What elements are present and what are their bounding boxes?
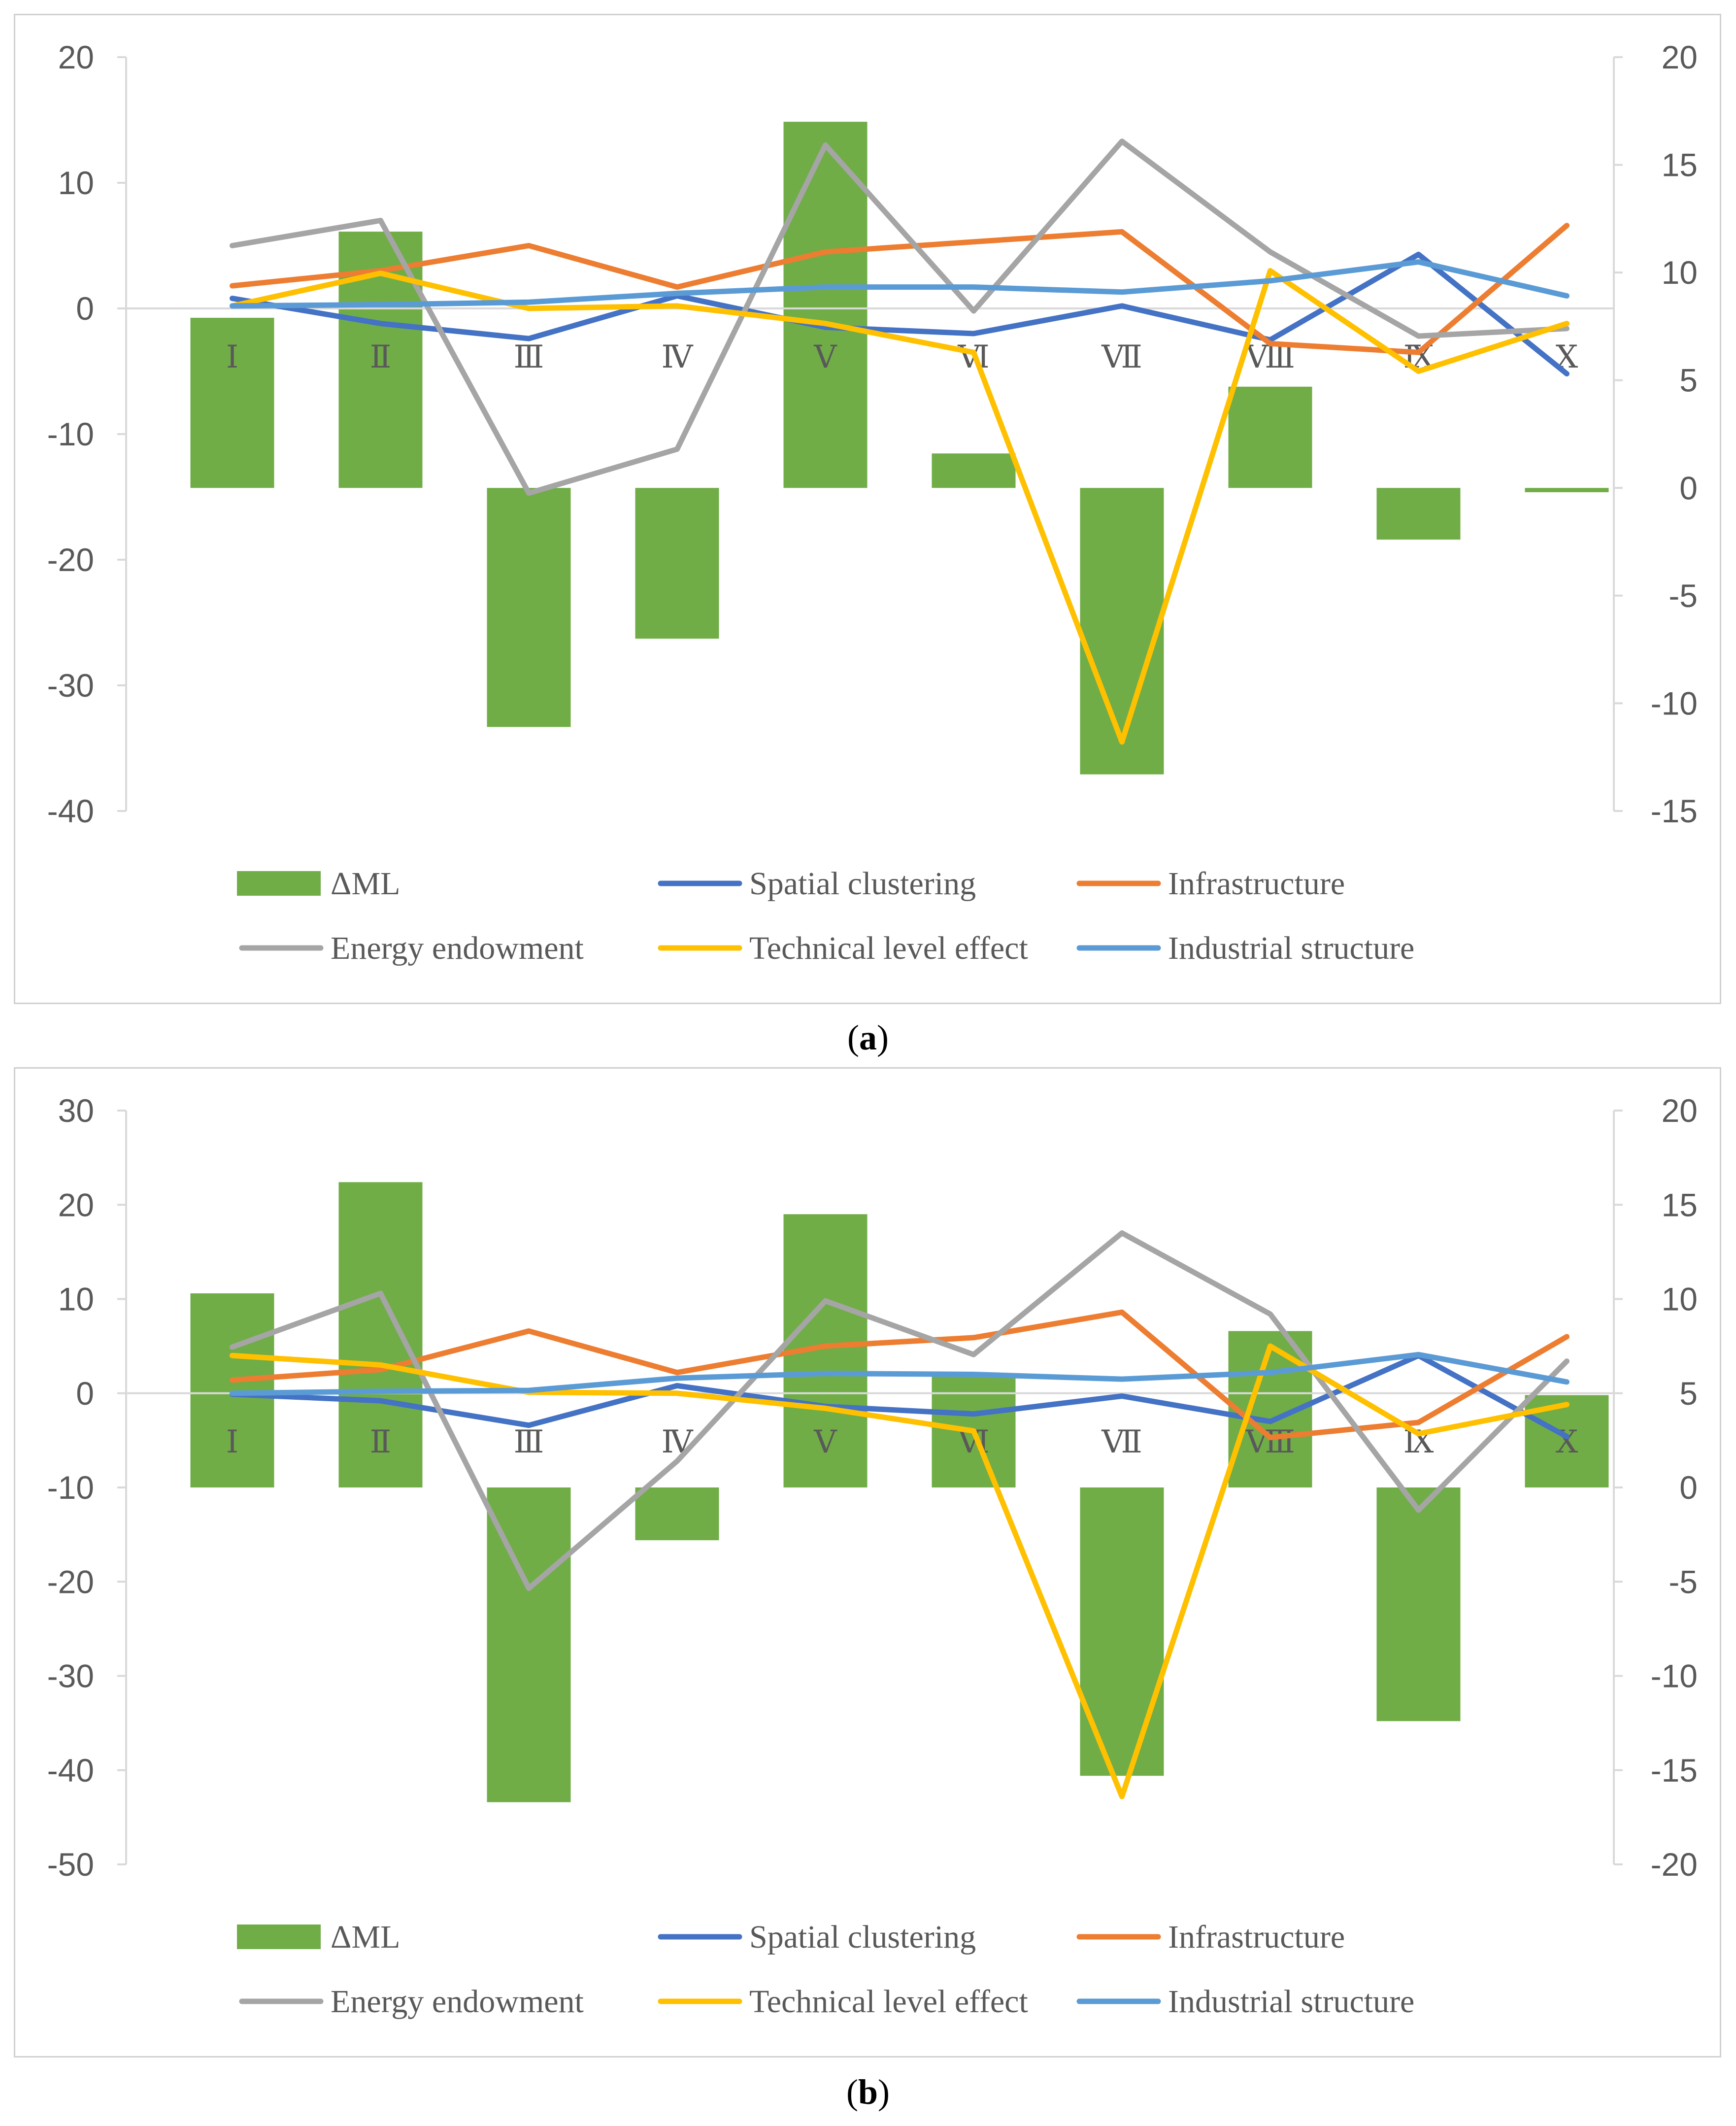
right-tick-label: -20 bbox=[1651, 1846, 1698, 1883]
category-label-5: Ⅴ bbox=[813, 1424, 837, 1459]
line-technical-level-effect bbox=[230, 1343, 1569, 1799]
left-tick-label: 0 bbox=[76, 1375, 94, 1412]
line-technical-level-effect bbox=[230, 268, 1569, 745]
right-tick-label: 20 bbox=[1662, 39, 1698, 75]
category-label-7: Ⅶ bbox=[1101, 1424, 1142, 1459]
chart-b-svg: 30 20 10 0 -10 -20 -30 -40 -50 20 15 10 5 0 -5 -10 -15 -2… bbox=[47, 1092, 1698, 2020]
legend-label-industrial-structure: Industrial structure bbox=[1168, 930, 1414, 966]
left-tick-label: 30 bbox=[58, 1092, 94, 1129]
caption-b-letter: b bbox=[858, 2072, 878, 2112]
category-label-5: Ⅴ bbox=[813, 339, 837, 374]
category-label-2: Ⅱ bbox=[370, 339, 392, 374]
bar-dml-1 bbox=[190, 317, 274, 488]
right-tick-label: 15 bbox=[1662, 1186, 1698, 1223]
bar-dml-4 bbox=[635, 1487, 719, 1541]
category-label-3: Ⅲ bbox=[514, 1424, 544, 1459]
left-tick-label: -10 bbox=[47, 416, 94, 452]
legend-label-energy-endowment: Energy endowment bbox=[331, 1984, 584, 2020]
line-industrial-structure bbox=[230, 1351, 1569, 1396]
right-tick-label: 5 bbox=[1679, 362, 1698, 399]
right-tick-label: 10 bbox=[1662, 1281, 1698, 1317]
line-energy-endowment bbox=[230, 1230, 1569, 1591]
category-label-8: Ⅷ bbox=[1245, 1424, 1295, 1459]
category-label-2: Ⅱ bbox=[370, 1424, 392, 1459]
right-tick-label: 20 bbox=[1662, 1092, 1698, 1129]
legend-label-infrastructure: Infrastructure bbox=[1168, 1919, 1345, 1955]
category-label-7: Ⅶ bbox=[1101, 339, 1142, 374]
bar-dml-9 bbox=[1376, 488, 1461, 540]
left-tick-label: -50 bbox=[47, 1846, 94, 1883]
legend: ΔML Spatial clustering Infrastructure Energ… bbox=[237, 866, 1414, 966]
bar-dml-6 bbox=[932, 453, 1016, 488]
bar-dml-4 bbox=[635, 488, 719, 639]
category-label-1: Ⅰ bbox=[226, 1424, 238, 1459]
chart-panel-b: 30 20 10 0 -10 -20 -30 -40 -50 20 15 10 5 0 -5 -10 -15 -2… bbox=[14, 1067, 1721, 2058]
right-tick-label: -5 bbox=[1669, 577, 1698, 614]
category-label-1: Ⅰ bbox=[226, 339, 238, 374]
legend-swatch-dml bbox=[237, 871, 321, 896]
left-tick-label: 10 bbox=[58, 1281, 94, 1317]
legend: ΔML Spatial clustering Infrastructure Energ… bbox=[237, 1919, 1414, 2020]
left-tick-label: -10 bbox=[47, 1469, 94, 1506]
legend-swatch-dml bbox=[237, 1924, 321, 1949]
legend-label-technical-level-effect: Technical level effect bbox=[749, 930, 1028, 966]
left-tick-label: -40 bbox=[47, 793, 94, 829]
bar-dml-8 bbox=[1228, 386, 1312, 488]
legend-label-energy-endowment: Energy endowment bbox=[331, 930, 584, 966]
right-tick-label: -5 bbox=[1669, 1563, 1698, 1600]
left-tick-label: -20 bbox=[47, 541, 94, 578]
left-tick-label: 10 bbox=[58, 165, 94, 201]
bar-dml-3 bbox=[487, 1487, 571, 1802]
category-label-4: Ⅳ bbox=[662, 1424, 694, 1459]
right-tick-label: 0 bbox=[1679, 1469, 1698, 1506]
legend-label-delta-ml: ΔML bbox=[331, 866, 400, 902]
right-tick-label: -15 bbox=[1651, 793, 1698, 829]
legend-label-industrial-structure: Industrial structure bbox=[1168, 1984, 1414, 2020]
legend-label-delta-ml: ΔML bbox=[331, 1919, 400, 1955]
caption-a-letter: a bbox=[859, 1018, 877, 1057]
left-tick-label: -40 bbox=[47, 1752, 94, 1789]
left-tick-label: 0 bbox=[76, 290, 94, 327]
caption-b: (b) bbox=[846, 2072, 890, 2112]
bar-dml-2 bbox=[338, 1182, 423, 1487]
left-tick-label: -30 bbox=[47, 1658, 94, 1694]
right-tick-label: 15 bbox=[1662, 147, 1698, 183]
category-label-4: Ⅳ bbox=[662, 339, 694, 374]
line-energy-endowment bbox=[230, 138, 1569, 496]
line-industrial-structure bbox=[230, 259, 1569, 309]
bar-dml-9 bbox=[1376, 1487, 1461, 1721]
line-infrastructure bbox=[230, 1309, 1569, 1441]
bar-dml-7 bbox=[1080, 488, 1164, 775]
right-tick-label: 10 bbox=[1662, 254, 1698, 291]
legend-label-infrastructure: Infrastructure bbox=[1168, 866, 1345, 902]
right-tick-label: -15 bbox=[1651, 1752, 1698, 1789]
legend-label-technical-level-effect: Technical level effect bbox=[749, 1984, 1028, 2020]
right-tick-label: -10 bbox=[1651, 1658, 1698, 1694]
left-tick-label: -20 bbox=[47, 1563, 94, 1600]
left-tick-label: -30 bbox=[47, 667, 94, 704]
line-spatial-clustering bbox=[230, 251, 1569, 377]
bar-dml-3 bbox=[487, 488, 571, 727]
bar-dml-7 bbox=[1080, 1487, 1164, 1776]
legend-label-spatial-clustering: Spatial clustering bbox=[749, 1919, 976, 1955]
caption-a: (a) bbox=[847, 1018, 889, 1057]
left-tick-label: 20 bbox=[58, 39, 94, 75]
left-tick-label: 20 bbox=[58, 1186, 94, 1223]
category-label-3: Ⅲ bbox=[514, 339, 544, 374]
right-tick-label: 5 bbox=[1679, 1375, 1698, 1412]
bar-dml-5 bbox=[783, 122, 868, 488]
chart-panel-a: 20 10 0 -10 -20 -30 -40 20 15 10 5 0 -5 -10 -15 Ⅰ Ⅱ Ⅲ Ⅳ Ⅴ Ⅵ Ⅶ… bbox=[14, 14, 1721, 1004]
line-infrastructure bbox=[230, 223, 1569, 355]
legend-label-spatial-clustering: Spatial clustering bbox=[749, 866, 976, 902]
right-tick-label: -10 bbox=[1651, 685, 1698, 721]
bar-dml-10 bbox=[1525, 488, 1609, 493]
right-tick-label: 0 bbox=[1679, 470, 1698, 506]
